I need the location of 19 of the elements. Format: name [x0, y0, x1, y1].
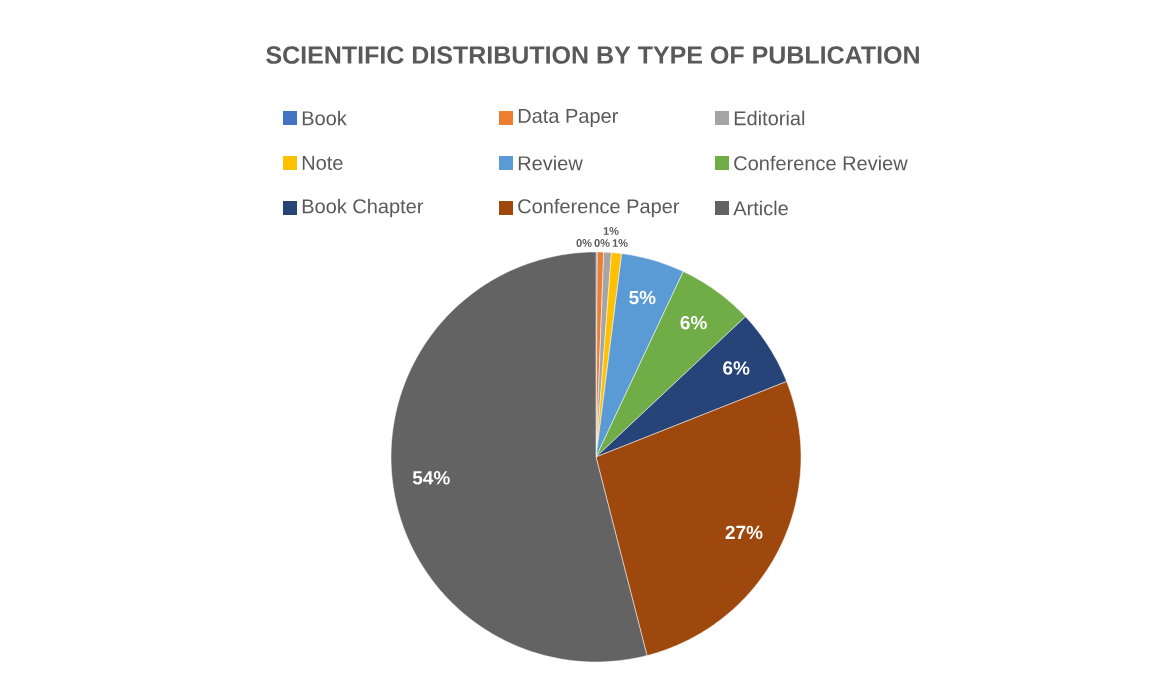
- data-label: 1%: [612, 239, 628, 247]
- legend-label: Note: [302, 156, 343, 170]
- legend-label: Review: [518, 155, 583, 171]
- data-label: 0%: [576, 239, 592, 247]
- legend-label: Book: [302, 110, 347, 126]
- data-label: 6%: [680, 315, 707, 330]
- legend-label: Article: [733, 200, 788, 216]
- legend-label: Data Paper: [518, 109, 619, 127]
- data-label: 0%: [594, 239, 610, 247]
- chart-title: SCIENTIFIC DISTRIBUTION BY TYPE OF PUBLICATION: [266, 46, 919, 64]
- legend-label: Conference Review: [734, 155, 908, 171]
- data-label: 5%: [629, 290, 656, 305]
- data-label: 27%: [725, 525, 763, 540]
- data-label: 6%: [723, 361, 750, 375]
- legend-label: Editorial: [734, 110, 805, 126]
- legend-label: Book Chapter: [302, 198, 424, 218]
- data-label: 1%: [603, 227, 619, 235]
- data-label: 54%: [412, 471, 450, 485]
- legend-label: Conference Paper: [518, 198, 680, 218]
